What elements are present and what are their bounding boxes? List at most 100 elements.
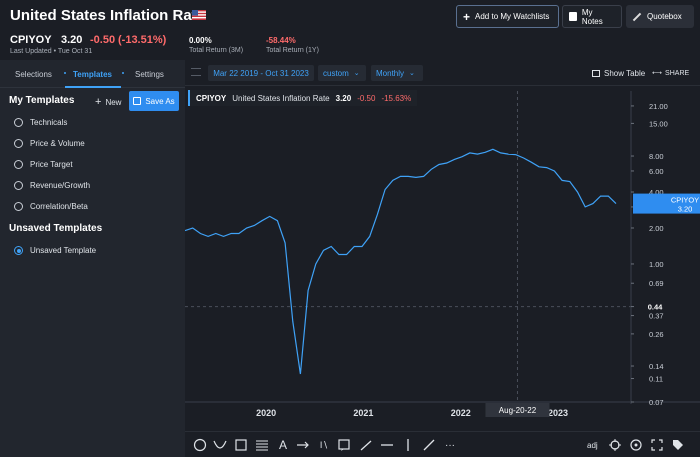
page-header: United States Inflation Rate CPIYOY 3.20… (0, 0, 700, 60)
x-tick-label: 2023 (548, 408, 568, 418)
crosshair-y-badge (643, 300, 667, 313)
arc-tool-icon[interactable] (213, 438, 227, 452)
tab-settings[interactable]: Settings (135, 70, 164, 79)
template-label: Price & Volume (30, 139, 85, 148)
active-tab-indicator (65, 86, 121, 88)
crosshair-icon[interactable] (608, 438, 622, 452)
legend-symbol: CPIYOY (196, 93, 227, 103)
total-return-3m-label: Total Return (3M) (189, 47, 244, 54)
y-tick-label: 0.07 (649, 398, 664, 407)
total-return-1y-label: Total Return (1Y) (266, 47, 319, 54)
range-select[interactable]: custom ⌄ (318, 65, 366, 81)
template-label: Technicals (30, 118, 68, 127)
vline-tool-icon[interactable] (401, 438, 415, 452)
frequency-select[interactable]: Monthly ⌄ (371, 65, 423, 81)
new-template-button[interactable]: + New (95, 96, 121, 108)
y-tick-label: 0.69 (649, 279, 664, 288)
share-label: SHARE (665, 69, 690, 77)
pen-tool-icon[interactable] (359, 438, 373, 452)
my-templates-heading: My Templates (9, 95, 75, 106)
new-label: New (105, 97, 122, 107)
price-change: -0.50 (90, 34, 116, 46)
note-tool-icon[interactable] (337, 438, 351, 452)
legend-change: -0.50 (357, 93, 376, 103)
share-button[interactable]: ⟷ SHARE (652, 69, 690, 78)
x-tick-label: 2020 (256, 408, 276, 418)
chart-legend: CPIYOY United States Inflation Rate 3.20… (188, 90, 418, 106)
my-notes-button[interactable]: My Notes (562, 5, 622, 28)
quotebox-label: Quotebox (647, 12, 682, 21)
template-option-price-target[interactable]: Price Target (14, 160, 73, 169)
date-range-button[interactable]: Mar 22 2019 - Oct 31 2023 (208, 65, 314, 81)
last-value-badge (633, 193, 700, 214)
rect-tool-icon[interactable] (234, 438, 248, 452)
save-icon (133, 97, 142, 105)
y-tick-label: 0.37 (649, 312, 664, 321)
text-tool-icon[interactable]: A (278, 438, 287, 452)
template-option-technicals[interactable]: Technicals (14, 118, 67, 127)
legend-value: 3.20 (335, 93, 352, 103)
tab-selections[interactable]: Selections (15, 70, 52, 79)
last-value-badge-value: 3.20 (678, 205, 693, 214)
show-table-label: Show Table (604, 69, 646, 78)
tab-separator (122, 72, 124, 74)
lines-tool-icon[interactable] (255, 438, 269, 452)
table-icon (592, 70, 600, 77)
fib-tool-icon[interactable]: I∖ (319, 439, 329, 450)
save-as-label: Save As (145, 96, 175, 106)
template-option-price-volume[interactable]: Price & Volume (14, 139, 85, 148)
chevron-down-icon: ⌄ (409, 70, 415, 77)
radio-icon (14, 118, 23, 127)
crosshair-x-label: Aug-20-22 (499, 406, 537, 415)
template-label: Revenue/Growth (30, 181, 91, 190)
y-tick-label: 8.00 (649, 152, 664, 161)
quotebox-button[interactable]: Quotebox (626, 5, 694, 28)
y-tick-label: 4.00 (649, 188, 664, 197)
chart-panel: Mar 22 2019 - Oct 31 2023 custom ⌄ Month… (185, 60, 700, 457)
plus-icon: + (463, 9, 471, 24)
chart-plot[interactable]: 21.0015.008.006.004.003.002.001.000.690.… (185, 86, 700, 431)
template-option-correlation-beta[interactable]: Correlation/Beta (14, 202, 88, 211)
x-tick-label: 2021 (353, 408, 373, 418)
template-label: Correlation/Beta (30, 202, 88, 211)
frequency-select-value: Monthly (376, 68, 405, 78)
legend-name: United States Inflation Rate (232, 93, 330, 103)
unsaved-templates-heading: Unsaved Templates (9, 223, 103, 234)
tag-icon[interactable] (671, 438, 685, 452)
note-icon (569, 12, 577, 21)
collapse-sidebar-icon[interactable] (191, 68, 201, 76)
trendline-tool-icon[interactable] (422, 438, 436, 452)
tab-separator (64, 72, 66, 74)
chevron-down-icon: ⌄ (353, 70, 360, 77)
arrow-tool-icon[interactable] (296, 438, 310, 452)
magnet-icon[interactable] (629, 438, 643, 452)
last-updated: Last Updated • Tue Oct 31 (10, 48, 93, 55)
add-to-watchlist-button[interactable]: + Add to My Watchlists (456, 5, 559, 28)
crosshair-x-badge (485, 403, 550, 417)
range-select-value: custom (323, 68, 349, 78)
price-change-pct: (-13.51%) (118, 34, 167, 46)
radio-icon (14, 181, 23, 190)
share-icon: ⟷ (652, 70, 663, 77)
x-tick-label: 2022 (451, 408, 471, 418)
template-option-revenue-growth[interactable]: Revenue/Growth (14, 181, 90, 190)
ticker-symbol: CPIYOY (10, 34, 52, 46)
radio-icon (14, 160, 23, 169)
more-tools-icon[interactable]: ··· (445, 439, 455, 451)
adjust-toggle[interactable]: adj (587, 440, 598, 450)
y-tick-label: 0.26 (649, 330, 664, 339)
radio-icon (14, 202, 23, 211)
radio-icon (14, 139, 23, 148)
sidebar-tabs: Selections Templates Settings (0, 60, 185, 88)
show-table-button[interactable]: Show Table (592, 69, 645, 78)
tab-templates[interactable]: Templates (73, 70, 112, 79)
template-option-unsaved[interactable]: Unsaved Template (14, 246, 96, 255)
y-tick-label: 6.00 (649, 167, 664, 176)
fullscreen-icon[interactable] (650, 438, 664, 452)
y-tick-label: 0.14 (649, 362, 664, 371)
hline-tool-icon[interactable] (380, 438, 394, 452)
circle-tool-icon[interactable] (193, 438, 207, 452)
price-value: 3.20 (61, 34, 83, 46)
y-tick-label: 15.00 (649, 119, 668, 128)
save-as-button[interactable]: Save As (129, 91, 179, 111)
